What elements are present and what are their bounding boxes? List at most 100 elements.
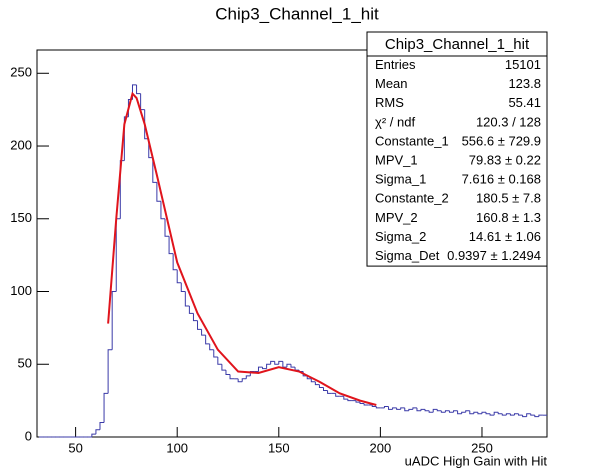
histogram-bin: [314, 381, 320, 386]
histogram-bin: [306, 375, 312, 380]
histogram-bin: [343, 396, 348, 400]
histogram-bin: [164, 218, 170, 237]
stats-label: Mean: [375, 76, 408, 91]
x-tick-label: 250: [471, 440, 493, 455]
histogram-bin: [388, 406, 393, 410]
y-tick-label: 150: [10, 210, 32, 225]
histogram-bin: [322, 387, 328, 391]
histogram-bin: [436, 409, 442, 412]
histogram-bin: [469, 410, 474, 415]
histogram-bin: [270, 360, 275, 365]
stats-value: 123.8: [508, 76, 541, 91]
histogram-bin: [111, 291, 117, 350]
stats-value: 160.8 ± 1.3: [476, 210, 541, 225]
histogram-bin: [136, 84, 141, 95]
stats-value: 7.616 ± 0.168: [462, 172, 541, 187]
histogram-bin: [152, 157, 157, 183]
histogram-bin: [168, 236, 174, 255]
histogram-bin: [229, 374, 235, 380]
x-axis-label: uADC High Gain with Hit: [405, 453, 548, 468]
stats-label: Sigma_1: [375, 172, 426, 187]
histogram-bin: [103, 392, 109, 423]
histogram-bin: [282, 361, 287, 368]
stats-value: 55.41: [508, 95, 541, 110]
histogram-bin: [493, 411, 499, 416]
y-tick-label: 50: [18, 356, 32, 371]
histogram-bin: [428, 410, 434, 413]
histogram-bin: [412, 407, 417, 410]
histogram-bin: [513, 413, 519, 416]
fit-curve: [107, 91, 377, 406]
histogram-bin: [192, 313, 198, 322]
stats-box: [366, 31, 548, 267]
histogram-bin: [294, 367, 300, 371]
stats-value: 120.3 / 128: [476, 114, 541, 129]
histogram-bin: [404, 407, 409, 412]
histogram-bin: [444, 410, 450, 413]
histogram-bin: [355, 400, 361, 403]
histogram-bin: [241, 378, 247, 382]
histogram-bin: [416, 407, 422, 412]
histogram-bin: [461, 411, 466, 414]
histogram-bin: [278, 360, 283, 365]
x-tick-label: 150: [268, 440, 290, 455]
histogram-bin: [392, 407, 397, 410]
histogram-bin: [262, 367, 267, 370]
histogram-bin: [209, 343, 214, 351]
histogram-bin: [160, 201, 166, 220]
histogram-bin: [457, 410, 462, 415]
histogram-bin: [408, 408, 413, 411]
histogram-bin: [201, 329, 206, 336]
histogram-bin: [107, 349, 113, 394]
histogram-bin: [432, 408, 438, 413]
y-tick-label: 100: [10, 283, 32, 298]
stats-label: Sigma_Det: [375, 248, 440, 263]
histogram-bin: [140, 93, 145, 111]
stats-value: 556.6 ± 729.9: [462, 133, 541, 148]
histogram-bin: [213, 349, 218, 358]
y-tick-label: 200: [10, 137, 32, 152]
stats-label: Constante_1: [375, 133, 449, 148]
histogram-bin: [99, 421, 105, 430]
stats-value: 180.5 ± 7.8: [476, 191, 541, 206]
histogram-bin: [538, 414, 543, 417]
histogram-bin: [310, 378, 316, 383]
histogram-bin: [473, 411, 478, 414]
histogram-bin: [530, 413, 535, 416]
histogram-bin: [327, 390, 332, 394]
x-tick-label: 200: [370, 440, 392, 455]
histogram-bin: [526, 413, 531, 417]
histogram-bin: [335, 393, 340, 397]
histogram-bin: [371, 404, 377, 407]
histogram-bin: [485, 412, 491, 415]
stats-label: MPV_1: [375, 152, 418, 167]
x-tick-label: 100: [166, 440, 188, 455]
stats-value: 79.83 ± 0.22: [469, 152, 541, 167]
histogram-bin: [497, 412, 503, 415]
histogram-bin: [172, 253, 178, 271]
histogram-bin: [290, 364, 296, 368]
histogram-bin: [477, 412, 482, 415]
histogram-bin: [453, 410, 458, 413]
histogram-bin: [522, 415, 527, 418]
histogram-bin: [481, 411, 487, 414]
histogram-bin: [95, 429, 100, 435]
chart-title: Chip3_Channel_1_hit: [215, 4, 379, 23]
histogram-bin: [363, 403, 369, 406]
histogram-bin: [176, 269, 182, 284]
stats-label: Entries: [375, 57, 416, 72]
histogram-bin: [489, 413, 495, 416]
stats-label: Constante_2: [375, 191, 449, 206]
histogram-bin: [509, 413, 515, 416]
histogram-bin: [318, 384, 324, 389]
stats-label: Sigma_2: [375, 229, 426, 244]
histogram-bin: [225, 370, 231, 375]
stats-value: 14.61 ± 1.06: [469, 229, 541, 244]
histogram-bin: [534, 415, 539, 418]
histogram-bin: [375, 406, 381, 409]
x-tick-label: 50: [68, 440, 82, 455]
histogram-bin: [156, 182, 161, 202]
histogram-bin: [184, 291, 190, 307]
stats-label: χ² / ndf: [375, 114, 415, 129]
histogram-bin: [266, 363, 271, 369]
